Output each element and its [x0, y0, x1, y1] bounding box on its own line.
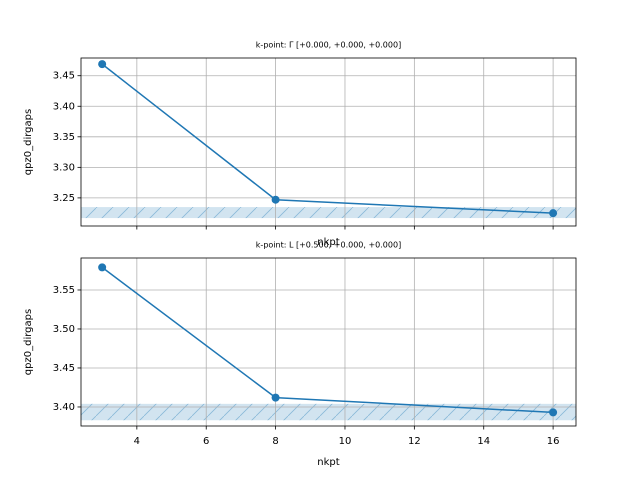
y-tick-label: 3.55 [53, 285, 75, 296]
marker [271, 393, 280, 402]
subplot-title: k-point: L [+0.500, +0.000, +0.000] [256, 241, 401, 250]
marker [549, 209, 558, 218]
y-tick-label: 3.40 [53, 101, 75, 112]
y-tick-label: 3.40 [53, 402, 75, 413]
x-axis-label: nkpt [317, 237, 339, 248]
x-tick-label: 4 [134, 436, 140, 447]
band-hatch [81, 403, 576, 421]
x-tick-label: 6 [203, 436, 209, 447]
x-tick-label: 8 [272, 436, 278, 447]
subplot: k-point: L [+0.500, +0.000, +0.000] 4 6 8 10… [23, 241, 577, 468]
marker [98, 60, 107, 69]
y-tick-label: 3.45 [53, 71, 75, 82]
x-axis-label: nkpt [317, 457, 339, 468]
axes-frame [80, 57, 577, 227]
y-tick-label: 3.30 [53, 162, 75, 173]
marker [271, 195, 280, 204]
line [101, 266, 554, 414]
marker [98, 263, 107, 272]
axes-frame [80, 257, 577, 427]
y-tick-label: 3.45 [53, 363, 75, 374]
y-axis-label: qpz0_dirgaps [23, 109, 34, 175]
x-tick-label: 12 [408, 436, 421, 447]
y-axis-label: qpz0_dirgaps [23, 309, 34, 375]
marker [549, 408, 558, 417]
line [101, 63, 554, 214]
x-tick-label: 10 [339, 436, 352, 447]
x-tick-label: 14 [477, 436, 490, 447]
subplot-title: k-point: Γ [+0.000, +0.000, +0.000] [256, 41, 401, 50]
y-tick-label: 3.50 [53, 324, 75, 335]
y-tick-label: 3.35 [53, 132, 75, 143]
y-tick-label: 3.25 [53, 193, 75, 204]
band-hatch [81, 207, 576, 219]
subplot: k-point: Γ [+0.000, +0.000, +0.000] 3.25 3… [23, 41, 577, 248]
x-tick-label: 16 [547, 436, 560, 447]
